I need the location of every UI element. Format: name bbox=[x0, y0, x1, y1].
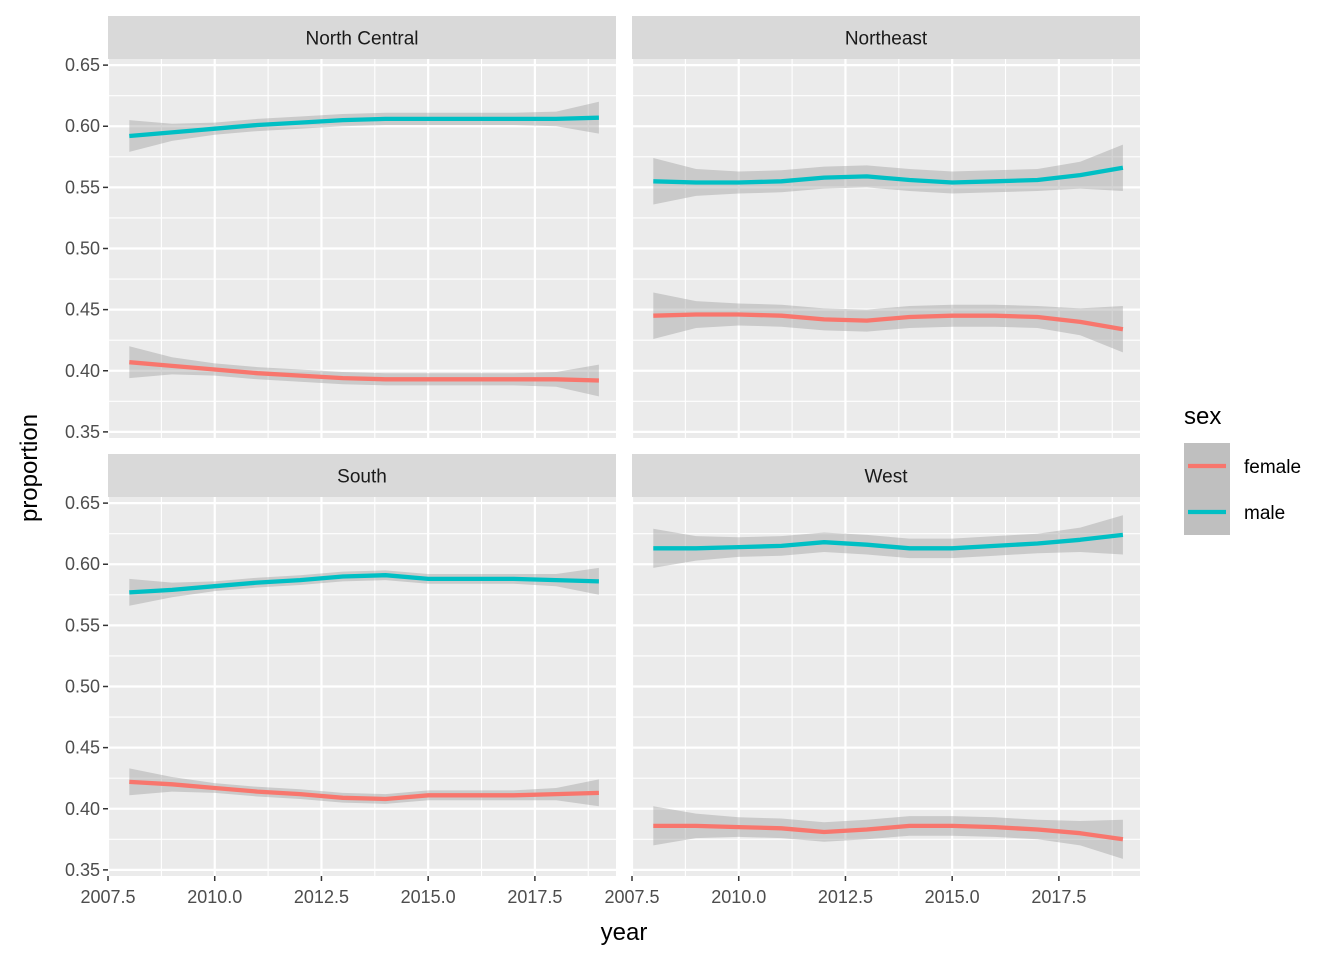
x-tick-label: 2017.5 bbox=[507, 887, 562, 907]
x-axis-title: year bbox=[601, 919, 648, 946]
x-tick-label: 2012.5 bbox=[818, 887, 873, 907]
series-line-female bbox=[653, 823, 1124, 842]
series-line-male bbox=[129, 573, 599, 595]
legend-label-male: male bbox=[1244, 503, 1285, 524]
y-tick-label: 0.55 bbox=[65, 177, 100, 197]
y-axis: 0.35 0.40 0.45 0.50 0.55 0.60 0.65 0.35 0.40 0.45… bbox=[65, 55, 108, 880]
facet-northeast: Northeast bbox=[630, 16, 1140, 438]
y-axis-title: proportion bbox=[16, 414, 43, 522]
x-tick-label: 2017.5 bbox=[1031, 887, 1086, 907]
y-tick-label: 0.40 bbox=[65, 799, 100, 819]
confidence-band-female bbox=[129, 346, 599, 397]
x-axis: 2007.5 2010.0 2012.5 2015.0 2017.5 2007.5 2010… bbox=[80, 876, 1086, 907]
legend-title: sex bbox=[1184, 403, 1221, 430]
y-tick-label: 0.35 bbox=[65, 422, 100, 442]
confidence-band-female bbox=[653, 806, 1123, 859]
facet-strip bbox=[632, 16, 1140, 59]
y-tick-label: 0.50 bbox=[65, 239, 100, 259]
confidence-band-female bbox=[653, 292, 1123, 353]
facet-west: West bbox=[630, 454, 1140, 876]
series-line-male bbox=[653, 532, 1124, 551]
legend: sex female male bbox=[1184, 403, 1301, 535]
x-tick-label: 2010.0 bbox=[711, 887, 766, 907]
confidence-band-male bbox=[129, 101, 599, 152]
facet-strip-label: South bbox=[337, 467, 387, 488]
facet-panels: North Central Northeast South West bbox=[106, 16, 1140, 876]
y-tick-label: 0.65 bbox=[65, 55, 100, 75]
x-tick-label: 2012.5 bbox=[294, 887, 349, 907]
series-line-male bbox=[653, 165, 1124, 185]
facet-south: South bbox=[106, 454, 616, 876]
x-tick-label: 2007.5 bbox=[604, 887, 659, 907]
y-tick-label: 0.50 bbox=[65, 677, 100, 697]
y-tick-label: 0.55 bbox=[65, 615, 100, 635]
y-tick-label: 0.60 bbox=[65, 554, 100, 574]
y-tick-label: 0.45 bbox=[65, 300, 100, 320]
y-tick-label: 0.45 bbox=[65, 738, 100, 758]
x-tick-label: 2015.0 bbox=[925, 887, 980, 907]
x-tick-label: 2010.0 bbox=[187, 887, 242, 907]
series-line-male bbox=[129, 115, 599, 139]
y-tick-label: 0.60 bbox=[65, 116, 100, 136]
facet-strip bbox=[632, 454, 1140, 497]
facet-strip-label: Northeast bbox=[845, 29, 928, 50]
y-tick-label: 0.35 bbox=[65, 860, 100, 880]
facet-strip-label: North Central bbox=[306, 29, 419, 50]
y-tick-label: 0.65 bbox=[65, 493, 100, 513]
x-tick-label: 2007.5 bbox=[80, 887, 135, 907]
series-line-female bbox=[129, 360, 599, 383]
legend-label-female: female bbox=[1244, 457, 1301, 478]
series-line-female bbox=[653, 312, 1124, 332]
facet-strip bbox=[108, 454, 616, 497]
facet-strip-label: West bbox=[865, 467, 909, 488]
facet-north-central: North Central bbox=[106, 16, 616, 438]
facet-strip bbox=[108, 16, 616, 59]
x-tick-label: 2015.0 bbox=[401, 887, 456, 907]
y-tick-label: 0.40 bbox=[65, 361, 100, 381]
confidence-band-male bbox=[653, 515, 1123, 568]
confidence-band-male bbox=[653, 144, 1123, 205]
series-line-female bbox=[129, 779, 599, 802]
